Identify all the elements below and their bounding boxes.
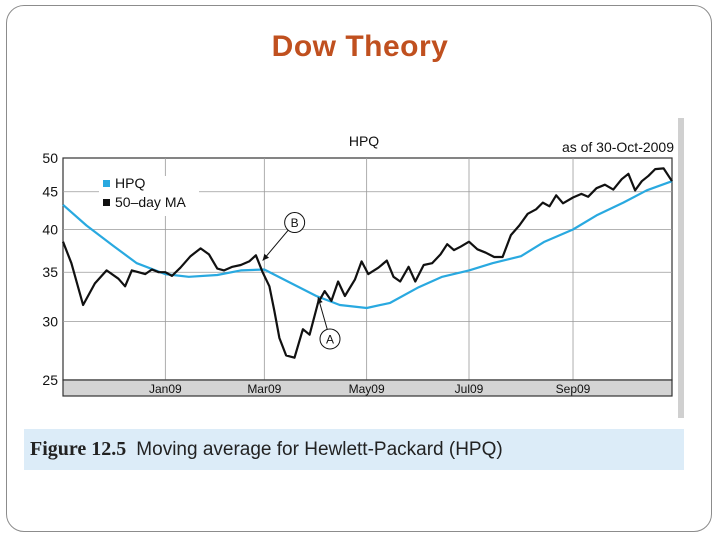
figure-number: Figure 12.5 (30, 438, 127, 460)
figure-caption-text: Moving average for Hewlett-Packard (HPQ) (136, 439, 503, 460)
slide-title: Dow Theory (271, 30, 449, 63)
series-line-hpq (62, 180, 673, 310)
legend-label: HPQ (115, 175, 145, 191)
annotation-arrow (262, 229, 289, 261)
x-tick-label: Jul09 (455, 382, 484, 396)
y-tick-label: 25 (42, 372, 58, 388)
y-tick-label: 30 (42, 314, 58, 330)
figure-caption: Figure 12.5 Moving average for Hewlett-Pa… (30, 438, 503, 461)
annotation-arrowhead (262, 253, 270, 261)
y-tick-label: 35 (42, 264, 58, 280)
series-layer (61, 167, 673, 359)
legend-label: 50–day MA (115, 194, 186, 210)
legend-bg (99, 176, 199, 216)
chart-title: HPQ (349, 133, 379, 149)
caption-band: Figure 12.5 Moving average for Hewlett-Pa… (24, 429, 684, 470)
x-tick-label: May09 (349, 382, 385, 396)
y-tick-label: 45 (42, 184, 58, 200)
chart-legend: HPQ 50–day MA (99, 175, 199, 216)
annotation-marker (319, 328, 341, 350)
axis-layer: 25 30 35 40 45 50 Jan09 Mar09 May09 Jul09 Sep09 (42, 150, 673, 397)
annotation-layer: AB (262, 212, 341, 350)
annotation-label: B (291, 216, 299, 230)
y-tick-label: 40 (42, 221, 58, 237)
x-tick-label: Mar09 (247, 382, 281, 396)
x-axis-band (62, 379, 673, 397)
annotation-label: A (326, 332, 334, 346)
y-tick-label: 50 (42, 150, 58, 166)
legend-swatch (103, 199, 110, 206)
chart-subtitle: as of 30-Oct-2009 (562, 139, 674, 155)
x-tick-label: Jan09 (149, 382, 182, 396)
annotation-arrowhead (316, 296, 323, 304)
legend-swatch (103, 180, 110, 187)
x-tick-label: Sep09 (556, 382, 591, 396)
series-line-ma (61, 167, 673, 359)
annotation-marker (284, 212, 306, 234)
